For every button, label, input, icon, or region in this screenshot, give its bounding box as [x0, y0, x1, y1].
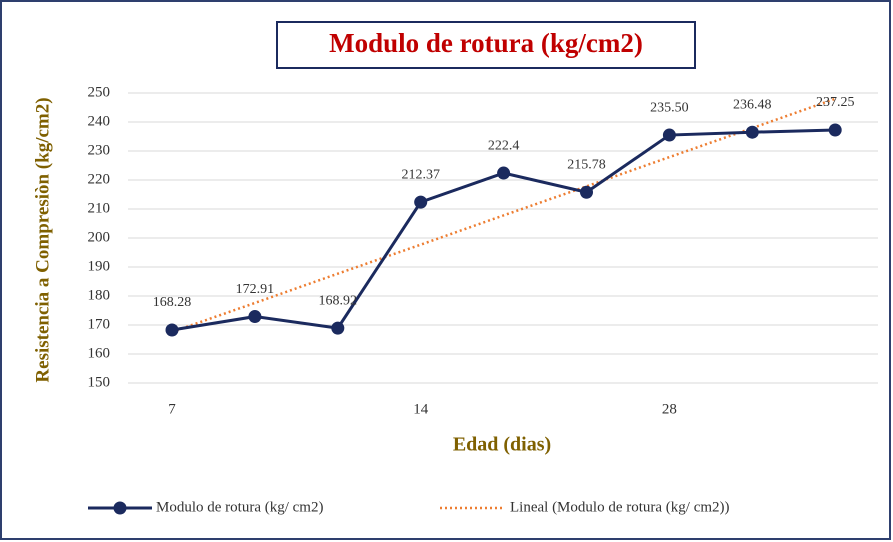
y-tick-label: 150 [88, 374, 111, 390]
x-axis-title: Edad (dias) [453, 434, 551, 456]
point [580, 185, 593, 199]
value-label: 222.4 [488, 138, 520, 153]
x-tick-label: 7 [168, 401, 176, 417]
value-label: 172.91 [236, 282, 275, 297]
x-tick-label: 28 [662, 401, 677, 417]
value-label: 168.92 [319, 293, 358, 308]
point [165, 323, 179, 337]
point [745, 125, 759, 139]
value-label: 168.28 [153, 295, 192, 310]
y-tick-label: 180 [88, 287, 111, 303]
point [414, 195, 428, 209]
legend-label: Modulo de rotura (kg/ cm2) [156, 499, 323, 515]
legend-label: Lineal (Modulo de rotura (kg/ cm2)) [510, 499, 730, 515]
x-tick-label: 14 [413, 401, 429, 417]
y-tick-label: 170 [88, 316, 111, 332]
point [497, 166, 511, 180]
y-tick-label: 250 [88, 84, 111, 100]
title-box [276, 21, 696, 69]
value-label: 212.37 [401, 167, 440, 182]
value-label: 215.78 [567, 157, 606, 172]
y-tick-label: 200 [88, 229, 111, 245]
y-tick-label: 240 [88, 113, 111, 129]
chart-title: Modulo de rotura (kg/cm2) [329, 28, 643, 58]
y-tick-label: 230 [88, 142, 111, 158]
y-tick-label: 210 [88, 200, 111, 216]
y-tick-label: 190 [88, 258, 111, 274]
y-tick-label: 160 [88, 345, 111, 361]
value-label: 235.50 [650, 100, 689, 115]
point [331, 321, 345, 335]
point [248, 310, 262, 324]
y-axis-title: Resistencia a Compresiòn (kg/cm2) [32, 97, 53, 382]
y-tick-label: 220 [88, 171, 111, 187]
value-label: 236.48 [733, 97, 772, 112]
trend-line [171, 97, 836, 334]
legend-marker [113, 501, 127, 515]
value-label: 237.25 [816, 95, 855, 110]
point [662, 128, 676, 142]
point [828, 123, 842, 137]
